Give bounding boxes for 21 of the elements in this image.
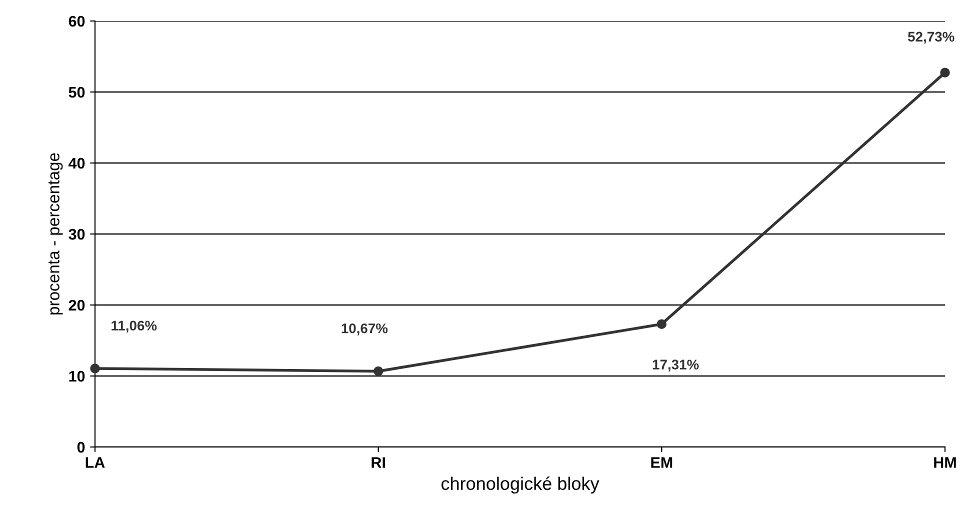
x-tick-label: LA bbox=[86, 457, 105, 468]
y-tick-label: 0 bbox=[77, 442, 85, 453]
data-label: 10,67% bbox=[342, 323, 388, 336]
x-tick-label: RI bbox=[372, 457, 385, 468]
y-tick-label: 10 bbox=[69, 370, 85, 382]
y-axis-title: procenta - percentage bbox=[48, 153, 63, 314]
y-tick-label: 40 bbox=[68, 158, 85, 169]
point bbox=[373, 366, 384, 376]
y-tick-label: 20 bbox=[68, 300, 85, 311]
point bbox=[656, 319, 667, 329]
data-label: 17,31% bbox=[652, 360, 699, 372]
x-axis-title: chronologické bloky bbox=[441, 476, 600, 494]
data-label: 11,06% bbox=[112, 320, 157, 333]
y-tick-label: 50 bbox=[68, 86, 85, 98]
y-tick-label: 30 bbox=[68, 228, 85, 240]
y-tick-label: 60 bbox=[68, 16, 85, 27]
data-label: 52,73% bbox=[908, 32, 954, 44]
x-tick-label: EM bbox=[651, 457, 672, 468]
point bbox=[90, 364, 100, 374]
x-tick-label: HM bbox=[934, 457, 956, 468]
point bbox=[940, 68, 950, 78]
